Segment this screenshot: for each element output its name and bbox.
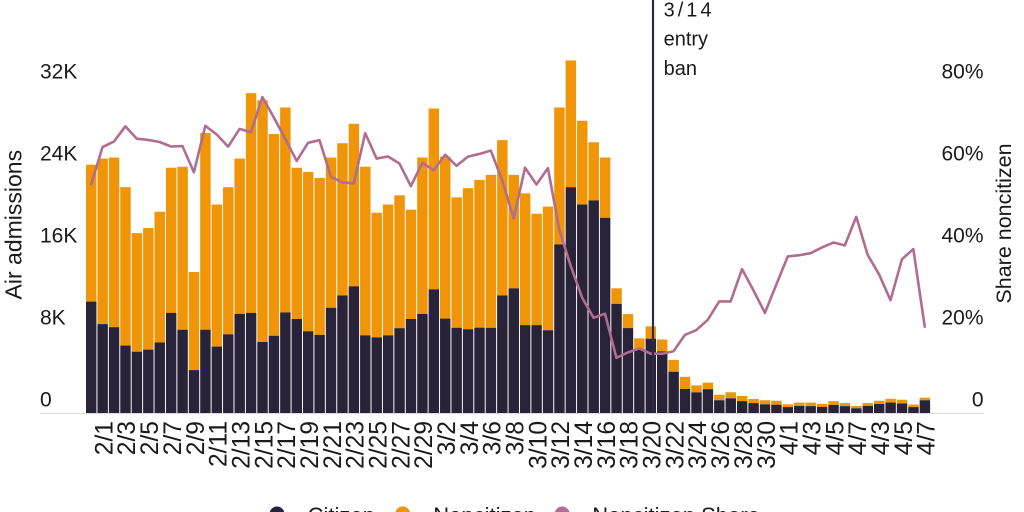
svg-text:ban: ban xyxy=(664,58,697,80)
svg-text:3/16: 3/16 xyxy=(594,421,621,469)
svg-text:3/2: 3/2 xyxy=(434,421,461,455)
svg-text:3/26: 3/26 xyxy=(708,421,735,469)
svg-text:2/19: 2/19 xyxy=(297,421,324,469)
svg-text:Noncitizen Share: Noncitizen Share xyxy=(592,503,760,512)
svg-text:4/3: 4/3 xyxy=(799,421,826,455)
svg-text:2/21: 2/21 xyxy=(320,421,347,469)
svg-text:2/27: 2/27 xyxy=(388,421,415,469)
svg-text:2/7: 2/7 xyxy=(160,421,187,455)
svg-text:3/10: 3/10 xyxy=(525,421,552,469)
svg-text:2/15: 2/15 xyxy=(251,421,278,469)
svg-text:2/29: 2/29 xyxy=(411,421,438,469)
svg-text:2/5: 2/5 xyxy=(137,421,164,455)
svg-text:20%: 20% xyxy=(941,307,983,330)
svg-text:Share noncitizen: Share noncitizen xyxy=(992,143,1016,303)
svg-text:2/17: 2/17 xyxy=(274,421,301,469)
svg-text:2/25: 2/25 xyxy=(365,421,392,469)
svg-text:Air admissions: Air admissions xyxy=(1,150,27,300)
svg-text:2/9: 2/9 xyxy=(183,421,210,455)
svg-text:16K: 16K xyxy=(40,225,77,248)
svg-text:2/13: 2/13 xyxy=(228,421,255,469)
svg-text:3/14: 3/14 xyxy=(571,421,598,469)
svg-text:4/7: 4/7 xyxy=(845,421,872,455)
svg-text:3/28: 3/28 xyxy=(731,421,758,469)
svg-text:3/14: 3/14 xyxy=(664,0,715,21)
svg-text:3/8: 3/8 xyxy=(503,421,530,455)
svg-text:0: 0 xyxy=(40,389,52,412)
svg-text:4/3: 4/3 xyxy=(868,421,895,455)
svg-text:40%: 40% xyxy=(941,225,983,248)
svg-text:3/20: 3/20 xyxy=(640,421,667,469)
svg-text:2/23: 2/23 xyxy=(343,421,370,469)
svg-text:8K: 8K xyxy=(40,307,66,330)
svg-text:24K: 24K xyxy=(40,143,77,166)
svg-text:4/1: 4/1 xyxy=(777,421,804,455)
svg-text:3/6: 3/6 xyxy=(480,421,507,455)
svg-text:3/12: 3/12 xyxy=(548,421,575,469)
svg-text:3/24: 3/24 xyxy=(685,421,712,469)
svg-text:60%: 60% xyxy=(941,143,983,166)
svg-text:4/5: 4/5 xyxy=(891,421,918,455)
svg-text:3/18: 3/18 xyxy=(617,421,644,469)
svg-text:2/3: 2/3 xyxy=(114,421,141,455)
svg-text:32K: 32K xyxy=(40,61,77,84)
svg-text:3/22: 3/22 xyxy=(662,421,689,469)
svg-text:0: 0 xyxy=(972,389,984,412)
svg-text:2/11: 2/11 xyxy=(206,421,233,467)
svg-text:Citizen: Citizen xyxy=(308,503,375,512)
svg-text:Noncitizen: Noncitizen xyxy=(433,503,536,512)
svg-text:3/4: 3/4 xyxy=(457,421,484,455)
svg-text:3/30: 3/30 xyxy=(754,421,781,469)
svg-text:80%: 80% xyxy=(941,61,983,84)
svg-text:2/1: 2/1 xyxy=(91,421,118,455)
svg-text:4/5: 4/5 xyxy=(822,421,849,455)
svg-text:entry: entry xyxy=(664,29,708,51)
svg-text:4/7: 4/7 xyxy=(914,421,941,455)
